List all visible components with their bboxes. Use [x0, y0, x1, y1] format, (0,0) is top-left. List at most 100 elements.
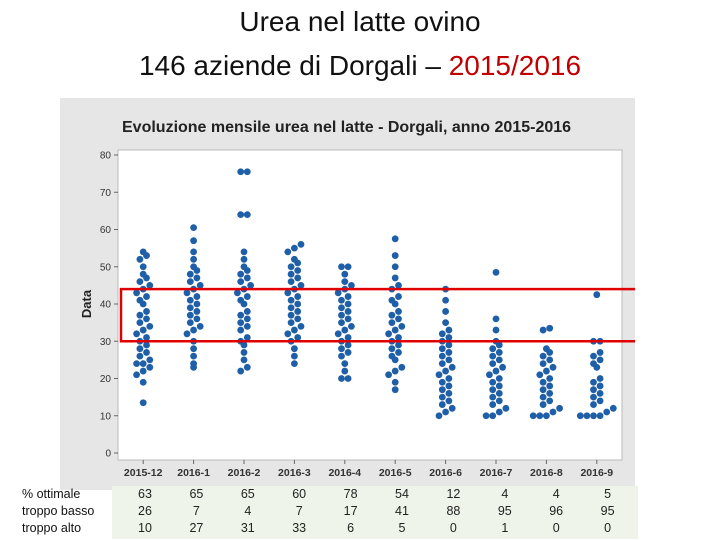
data-point: [190, 352, 198, 360]
data-point: [445, 341, 453, 349]
data-point: [395, 334, 402, 341]
table-cell: 95: [497, 504, 512, 518]
data-point: [344, 334, 352, 341]
data-point: [492, 326, 500, 334]
data-point: [556, 404, 563, 412]
y-axis-label: Data: [79, 289, 94, 318]
y-tick-label: 30: [100, 337, 112, 348]
data-point: [445, 334, 453, 341]
data-point: [438, 401, 446, 408]
data-point: [445, 397, 453, 405]
table-cell: 7: [192, 504, 200, 518]
data-point: [237, 311, 245, 319]
data-point: [243, 322, 251, 330]
data-point: [341, 326, 349, 334]
data-point: [240, 356, 248, 364]
data-point: [546, 356, 554, 364]
data-point: [247, 281, 255, 289]
data-point: [341, 278, 349, 286]
data-point: [287, 270, 295, 278]
data-point: [344, 300, 352, 308]
data-point: [489, 412, 497, 420]
data-point: [583, 412, 591, 420]
data-point: [590, 412, 597, 420]
data-point: [398, 363, 406, 371]
data-point: [190, 248, 198, 256]
data-point: [193, 274, 201, 282]
data-point: [240, 248, 248, 256]
data-point: [445, 382, 453, 390]
data-point: [495, 356, 503, 364]
data-point: [593, 291, 601, 299]
data-point: [543, 367, 550, 375]
data-point: [495, 408, 503, 416]
data-point: [139, 248, 147, 256]
data-point: [596, 397, 604, 405]
data-point: [395, 341, 402, 349]
data-point: [183, 330, 191, 338]
data-point: [139, 270, 147, 278]
data-point: [297, 281, 305, 289]
data-point: [287, 319, 295, 327]
data-point: [193, 300, 201, 308]
table-cell: 12: [446, 487, 461, 501]
data-point: [388, 311, 396, 319]
data-point: [237, 319, 245, 327]
table-cell: 96: [549, 504, 564, 518]
data-point: [240, 255, 248, 263]
data-point: [438, 360, 446, 367]
data-point: [338, 304, 345, 312]
data-point: [391, 235, 399, 243]
table-cell: 27: [189, 521, 204, 535]
table-cell: 1: [501, 521, 509, 535]
x-tick-label: 2016-5: [379, 467, 412, 479]
data-point: [495, 375, 503, 382]
data-point: [536, 371, 544, 379]
data-point: [385, 330, 392, 338]
data-point: [489, 378, 497, 386]
data-point: [388, 319, 396, 327]
data-point: [398, 322, 406, 330]
data-point: [344, 375, 352, 382]
data-point: [186, 311, 194, 319]
y-tick-label: 80: [100, 151, 112, 162]
data-point: [338, 375, 345, 382]
data-point: [596, 382, 604, 390]
table-cell: 4: [244, 504, 252, 518]
table-cell: 26: [138, 504, 152, 518]
data-point: [546, 390, 554, 397]
data-point: [341, 360, 349, 367]
data-point: [294, 308, 302, 315]
data-point: [190, 326, 198, 334]
data-point: [143, 293, 150, 300]
data-point: [391, 326, 399, 334]
data-point: [529, 412, 537, 420]
y-tick-label: 50: [100, 262, 112, 273]
data-point: [186, 319, 194, 327]
data-point: [495, 349, 503, 356]
data-point: [294, 274, 302, 282]
data-point: [442, 408, 449, 416]
data-point: [395, 281, 402, 289]
data-point: [193, 308, 201, 315]
data-point: [438, 345, 446, 353]
data-point: [287, 263, 295, 271]
data-point: [143, 334, 150, 341]
data-point: [495, 397, 503, 405]
data-point: [186, 270, 194, 278]
data-point: [294, 334, 302, 341]
data-point: [590, 360, 597, 367]
data-point: [546, 382, 554, 390]
data-point: [237, 211, 245, 218]
data-point: [536, 412, 544, 420]
data-point: [341, 270, 349, 278]
data-point: [190, 360, 198, 367]
data-point: [133, 371, 140, 379]
data-point: [190, 255, 198, 263]
data-point: [445, 356, 453, 364]
data-point: [190, 224, 198, 232]
data-point: [284, 289, 292, 297]
x-tick-label: 2016-9: [580, 467, 613, 479]
table-cell: 41: [395, 504, 409, 518]
data-point: [243, 315, 251, 323]
